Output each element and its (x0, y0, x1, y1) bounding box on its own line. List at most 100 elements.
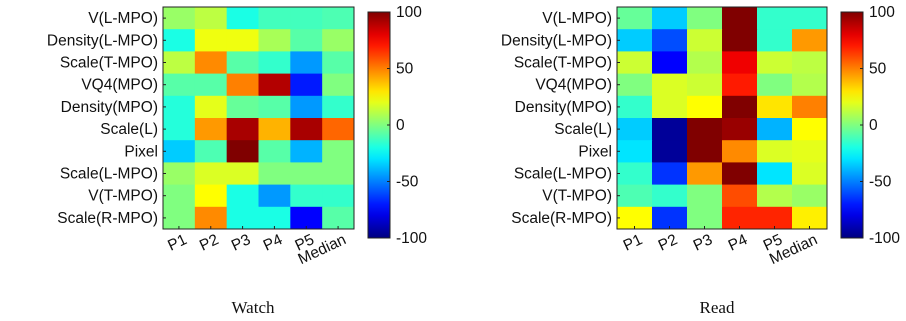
heatmap-cell (792, 118, 828, 141)
x-tick-label: P4 (261, 231, 286, 255)
y-tick-label: VQ4(MPO) (535, 77, 612, 94)
heatmap-cell (687, 95, 723, 119)
heatmap-cell (617, 51, 653, 75)
heatmap-cell (258, 206, 291, 230)
heatmap-cell (757, 51, 793, 75)
y-tick-label: V(T-MPO) (542, 188, 612, 205)
heatmap-cell (226, 118, 259, 141)
heatmap-cell (226, 29, 259, 52)
heatmap-cell (652, 7, 688, 30)
y-tick-label: Density(MPO) (61, 99, 158, 116)
heatmap-cell (226, 184, 259, 208)
heatmap-cell (617, 7, 653, 30)
heatmap-cell (722, 118, 758, 141)
heatmap-cell (722, 51, 758, 75)
heatmap-cell (687, 184, 723, 208)
heatmap-cell (290, 51, 323, 75)
heatmap-cell (687, 7, 723, 30)
heatmap-cell (194, 140, 228, 163)
heatmap-cell (322, 184, 355, 208)
heatmap-cell (792, 7, 828, 30)
y-tick-label: Scale(L) (100, 121, 158, 138)
heatmap-cell (194, 206, 228, 230)
heatmap-cell (687, 118, 723, 141)
heatmap-cell (194, 51, 228, 75)
heatmap-cell (617, 140, 653, 163)
heatmap-cell (163, 95, 196, 119)
y-tick-label: Density(L-MPO) (501, 32, 612, 49)
heatmap-cell (687, 29, 723, 52)
heatmap-cell (722, 184, 758, 208)
heatmap-cell (258, 118, 291, 141)
heatmap-cell (163, 73, 196, 97)
heatmap-cell (290, 206, 323, 230)
heatmap-cell (258, 29, 291, 52)
heatmap-cell (757, 206, 793, 230)
heatmap-cell (617, 162, 653, 186)
heatmap-cell (652, 95, 688, 119)
heatmap-cell (194, 184, 228, 208)
heatmap-cell (226, 51, 259, 75)
heatmap-cell (322, 162, 355, 186)
colorbar-tick-label: 50 (869, 61, 887, 78)
heatmap-cell (617, 118, 653, 141)
y-tick-label: Density(MPO) (515, 99, 612, 116)
heatmap-cell (757, 118, 793, 141)
heatmap-cell (652, 184, 688, 208)
heatmap-cell (617, 73, 653, 97)
heatmap-cell (258, 73, 291, 97)
y-tick-label: VQ4(MPO) (81, 77, 158, 94)
heatmap-cell (757, 162, 793, 186)
heatmap-cell (722, 95, 758, 119)
heatmap-cell (163, 184, 196, 208)
y-tick-label: V(L-MPO) (542, 10, 612, 27)
heatmap-cell (792, 95, 828, 119)
heatmap-cell (290, 73, 323, 97)
heatmap-cell (226, 95, 259, 119)
heatmap-read: V(L-MPO) Density(L-MPO) Scale(T-MPO) VQ4(MP… (501, 4, 901, 317)
heatmap-cell (792, 206, 828, 230)
heatmap-cell (290, 140, 323, 163)
colorbar-tick-label: -100 (396, 230, 427, 247)
heatmap-cell (194, 118, 228, 141)
heatmap-cell (290, 162, 323, 186)
heatmap-cell (226, 73, 259, 97)
heatmap-cell (322, 206, 355, 230)
heatmap-cell (722, 29, 758, 52)
y-tick-label: Density(L-MPO) (47, 32, 158, 49)
heatmap-cell (617, 206, 653, 230)
colorbar (840, 11, 864, 239)
heatmap-cell (226, 162, 259, 186)
heatmap-cell (163, 7, 196, 30)
heatmap-cell (322, 7, 355, 30)
heatmap-cell (687, 73, 723, 97)
heatmap-cell (226, 140, 259, 163)
heatmap-cell (792, 184, 828, 208)
heatmap-cell (194, 95, 228, 119)
heatmap-cell (194, 73, 228, 97)
heatmap-cell (258, 140, 291, 163)
heatmap-cell (163, 51, 196, 75)
heatmap-cell (687, 140, 723, 163)
heatmap-cell (757, 184, 793, 208)
heatmap-cell (792, 73, 828, 97)
colorbar-tick-label: 100 (396, 4, 422, 21)
heatmap-cell (258, 184, 291, 208)
heatmap-cell (757, 29, 793, 52)
heatmap-cell (194, 29, 228, 52)
heatmap-cell (194, 7, 228, 30)
heatmap-cell (322, 51, 355, 75)
heatmap-cell (722, 140, 758, 163)
colorbar-tick-label: -50 (396, 174, 419, 191)
heatmap-cell (163, 140, 196, 163)
heatmap-cell (687, 162, 723, 186)
heatmap-cell (290, 29, 323, 52)
heatmap-cell (194, 162, 228, 186)
heatmap-cell (617, 95, 653, 119)
heatmap-cell (258, 162, 291, 186)
colorbar-tick-label: -100 (869, 230, 900, 247)
colorbar (367, 11, 391, 239)
heatmap-cell (322, 140, 355, 163)
heatmap-cell (722, 7, 758, 30)
plot-frame (162, 6, 355, 230)
